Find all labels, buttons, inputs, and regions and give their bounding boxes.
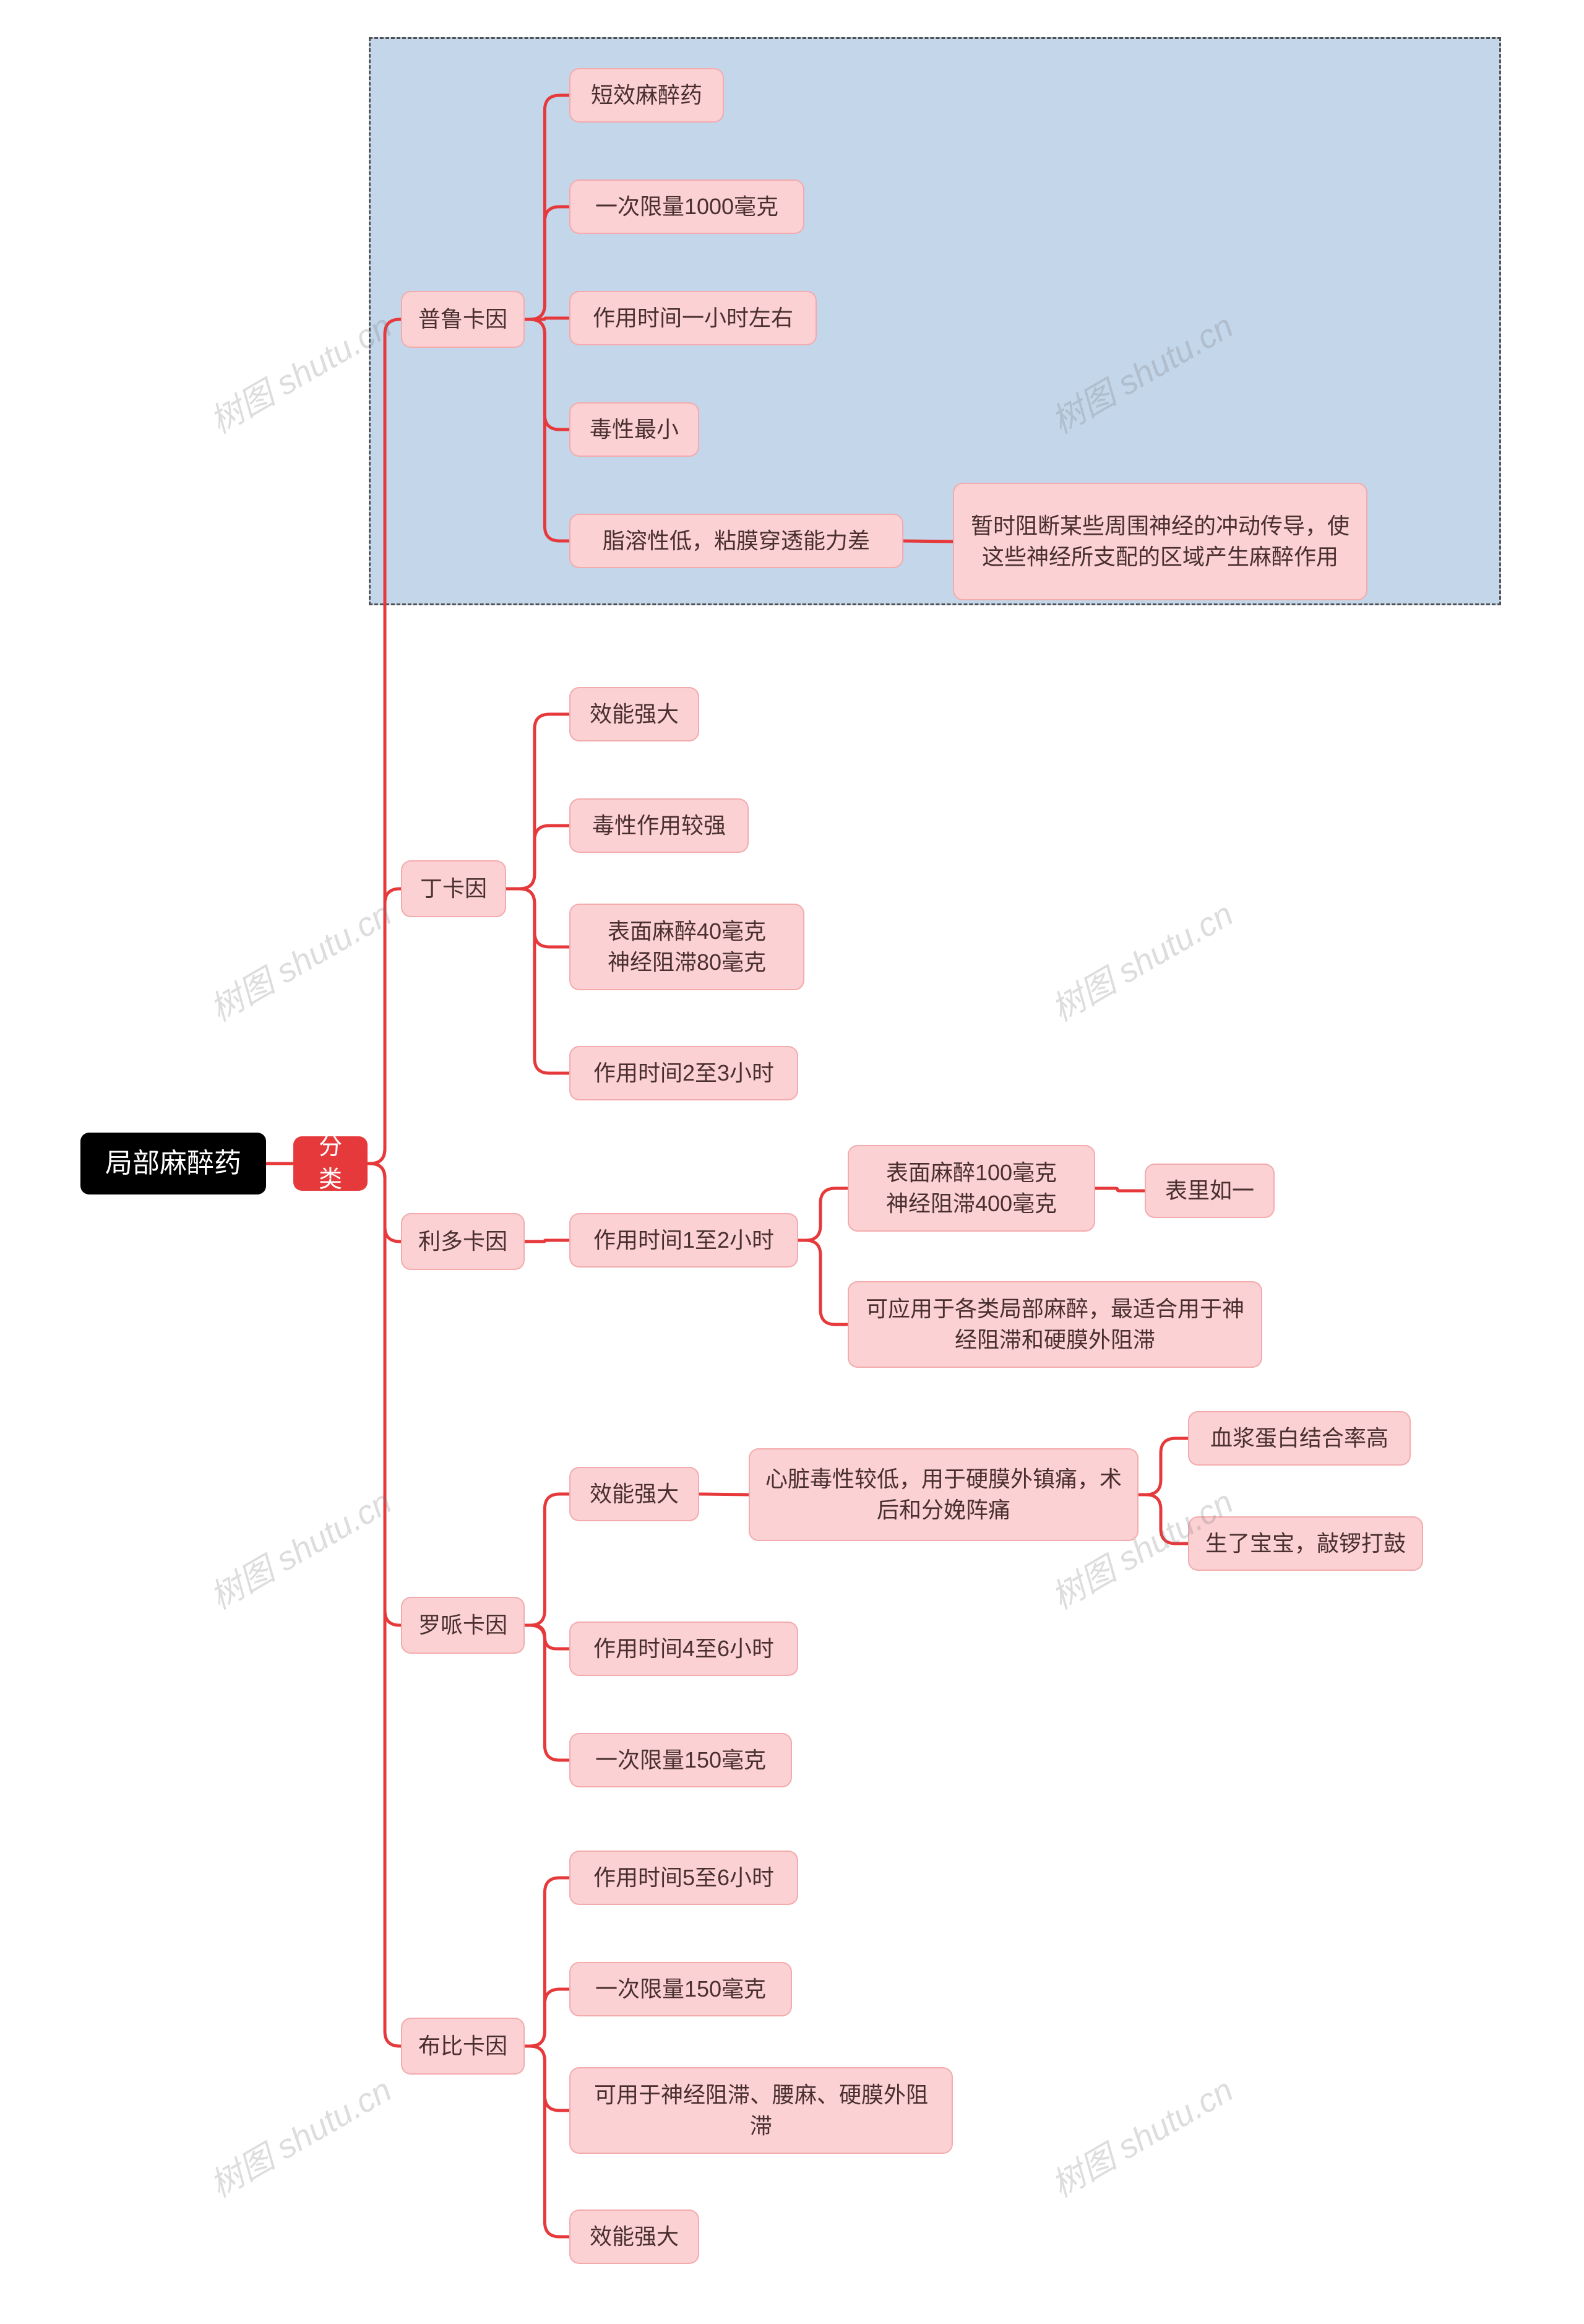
node-luo1a: 心脏毒性较低，用于硬膜外镇痛，术后和分娩阵痛	[749, 1448, 1138, 1541]
node-luo3: 一次限量150毫克	[569, 1733, 792, 1787]
node-ding: 丁卡因	[401, 860, 506, 917]
watermark: 树图 shutu.cn	[199, 888, 399, 1031]
edge-li1-li1b	[798, 1240, 848, 1324]
mindmap-canvas: 局部麻醉药分类 普鲁卡因 短效麻醉药一次限量1000毫克作用时间一小时左右毒性最小脂…	[0, 0, 1584, 2324]
node-ding3: 表面麻醉40毫克 神经阻滞80毫克	[569, 904, 804, 990]
node-cat: 分类	[293, 1136, 368, 1191]
node-bu3: 可用于神经阻滞、腰麻、硬膜外阻滞	[569, 2067, 953, 2154]
edge-luo-luo2	[525, 1625, 569, 1649]
node-pu: 普鲁卡因	[401, 291, 525, 348]
node-ding4: 作用时间2至3小时	[569, 1046, 798, 1100]
edge-luo1a-luo1a1	[1138, 1438, 1188, 1495]
edge-luo1-luo1a	[699, 1494, 749, 1495]
node-bu4: 效能强大	[569, 2210, 699, 2264]
node-luo1a1: 血浆蛋白结合率高	[1188, 1411, 1411, 1466]
node-root: 局部麻醉药	[80, 1133, 266, 1194]
edge-bu-bu2	[525, 1989, 569, 2046]
edge-ding-ding3	[506, 889, 569, 947]
edge-cat-luo	[368, 1164, 401, 1625]
edge-luo1a-luo1a2	[1138, 1495, 1188, 1544]
node-li1: 作用时间1至2小时	[569, 1213, 798, 1268]
node-luo2: 作用时间4至6小时	[569, 1622, 798, 1676]
edge-ding-ding2	[506, 826, 569, 889]
node-pu4: 毒性最小	[569, 402, 699, 457]
edge-bu-bu4	[525, 2046, 569, 2237]
node-pu5a: 暂时阻断某些周围神经的冲动传导，使这些神经所支配的区域产生麻醉作用	[953, 483, 1367, 600]
watermark: 树图 shutu.cn	[1041, 888, 1241, 1031]
edge-cat-ding	[368, 889, 401, 1164]
node-bu: 布比卡因	[401, 2018, 525, 2075]
node-luo1: 效能强大	[569, 1467, 699, 1521]
node-pu2: 一次限量1000毫克	[569, 179, 804, 234]
edge-luo-luo1	[525, 1494, 569, 1625]
node-luo: 罗哌卡因	[401, 1597, 525, 1654]
edge-ding-ding4	[506, 889, 569, 1073]
node-li: 利多卡因	[401, 1213, 525, 1270]
node-li1a: 表面麻醉100毫克 神经阻滞400毫克	[848, 1145, 1095, 1232]
edge-bu-bu1	[525, 1878, 569, 2046]
watermark: 树图 shutu.cn	[199, 2063, 399, 2207]
edge-li1a-li1a1	[1095, 1188, 1145, 1191]
node-bu2: 一次限量150毫克	[569, 1962, 792, 2016]
edge-luo-luo3	[525, 1625, 569, 1760]
node-pu1: 短效麻醉药	[569, 68, 724, 123]
node-ding2: 毒性作用较强	[569, 798, 749, 853]
node-li1a1: 表里如一	[1145, 1164, 1275, 1218]
node-pu5: 脂溶性低，粘膜穿透能力差	[569, 514, 903, 568]
node-luo1a2: 生了宝宝，敲锣打鼓	[1188, 1516, 1423, 1571]
edge-cat-bu	[368, 1164, 401, 2046]
edge-cat-li	[368, 1164, 401, 1242]
edge-li-li1	[525, 1240, 569, 1242]
watermark: 树图 shutu.cn	[1041, 2063, 1241, 2207]
edge-bu-bu3	[525, 2046, 569, 2110]
node-ding1: 效能强大	[569, 687, 699, 741]
node-li1b: 可应用于各类局部麻醉，最适合用于神经阻滞和硬膜外阻滞	[848, 1281, 1262, 1368]
edge-ding-ding1	[506, 714, 569, 889]
watermark: 树图 shutu.cn	[199, 1475, 399, 1619]
node-bu1: 作用时间5至6小时	[569, 1851, 798, 1905]
edge-li1-li1a	[798, 1188, 848, 1240]
node-pu3: 作用时间一小时左右	[569, 291, 817, 345]
